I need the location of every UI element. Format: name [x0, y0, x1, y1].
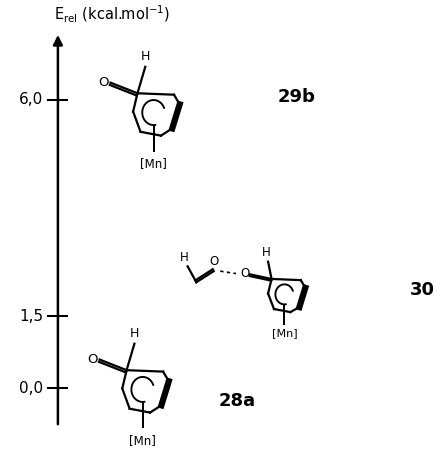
Text: 29b: 29b — [278, 88, 315, 106]
Text: [Mn]: [Mn] — [272, 328, 297, 338]
Text: 0,0: 0,0 — [19, 381, 43, 396]
Text: H: H — [130, 327, 139, 340]
Text: 30: 30 — [410, 281, 435, 299]
Text: O: O — [209, 255, 218, 268]
Text: H: H — [141, 50, 150, 63]
Text: O: O — [98, 76, 109, 89]
Text: 28a: 28a — [219, 391, 256, 410]
Text: [Mn]: [Mn] — [140, 157, 167, 170]
Text: O: O — [88, 353, 98, 366]
Text: O: O — [241, 267, 250, 280]
Text: H: H — [180, 251, 189, 264]
Text: 6,0: 6,0 — [19, 92, 43, 107]
Text: 1,5: 1,5 — [19, 309, 43, 324]
Text: [Mn]: [Mn] — [129, 434, 156, 447]
Text: E$_{\mathregular{rel}}$ (kcal.mol$^{\mathregular{-1}}$): E$_{\mathregular{rel}}$ (kcal.mol$^{\mat… — [53, 4, 170, 25]
Text: H: H — [262, 246, 271, 259]
